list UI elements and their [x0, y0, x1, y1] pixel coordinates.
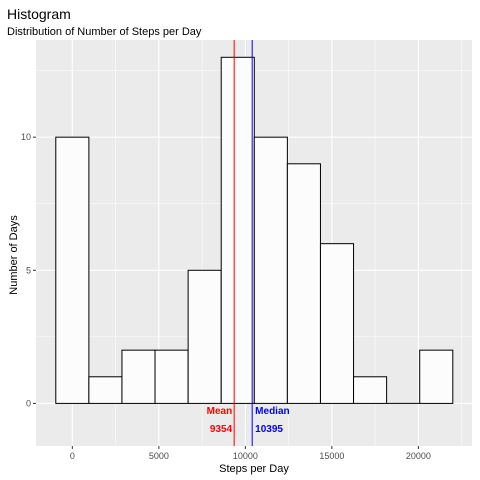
histogram-bar-3: [154, 349, 189, 404]
chart-subtitle: Distribution of Number of Steps per Day: [7, 26, 202, 38]
median-label: Median: [255, 406, 289, 417]
reference-lines: Mean 9354 Median 10395: [207, 40, 290, 446]
histogram-bar-7: [286, 163, 321, 404]
y-axis: 0 5 10: [21, 132, 36, 408]
y-tick-label: 10: [21, 132, 31, 142]
histogram-bar-9: [353, 376, 388, 404]
histogram-bar-1: [88, 376, 123, 404]
x-tick-label: 20000: [406, 451, 431, 461]
histogram-bar-0: [55, 136, 90, 404]
histogram-bar-5: [220, 56, 255, 404]
histogram-bar-2: [121, 349, 156, 404]
histogram-bar-6: [253, 136, 288, 404]
x-axis: 0 5000 10000 15000 20000: [70, 446, 431, 461]
histogram-bars: [55, 56, 454, 404]
x-axis-title: Steps per Day: [219, 463, 289, 475]
x-tick-label: 10000: [233, 451, 258, 461]
histogram-bar-11: [419, 349, 454, 404]
mean-value-label: 9354: [210, 424, 233, 435]
mean-label: Mean: [207, 406, 233, 417]
median-value-label: 10395: [255, 424, 283, 435]
x-tick-label: 5000: [149, 451, 169, 461]
x-tick-label: 0: [70, 451, 75, 461]
y-tick-label: 0: [26, 398, 31, 408]
y-axis-title: Number of Days: [8, 215, 20, 295]
chart-title: Histogram: [7, 6, 71, 22]
histogram-bar-4: [187, 269, 222, 404]
histogram-bar-8: [319, 243, 355, 404]
y-tick-label: 5: [26, 265, 31, 275]
x-tick-label: 15000: [319, 451, 344, 461]
